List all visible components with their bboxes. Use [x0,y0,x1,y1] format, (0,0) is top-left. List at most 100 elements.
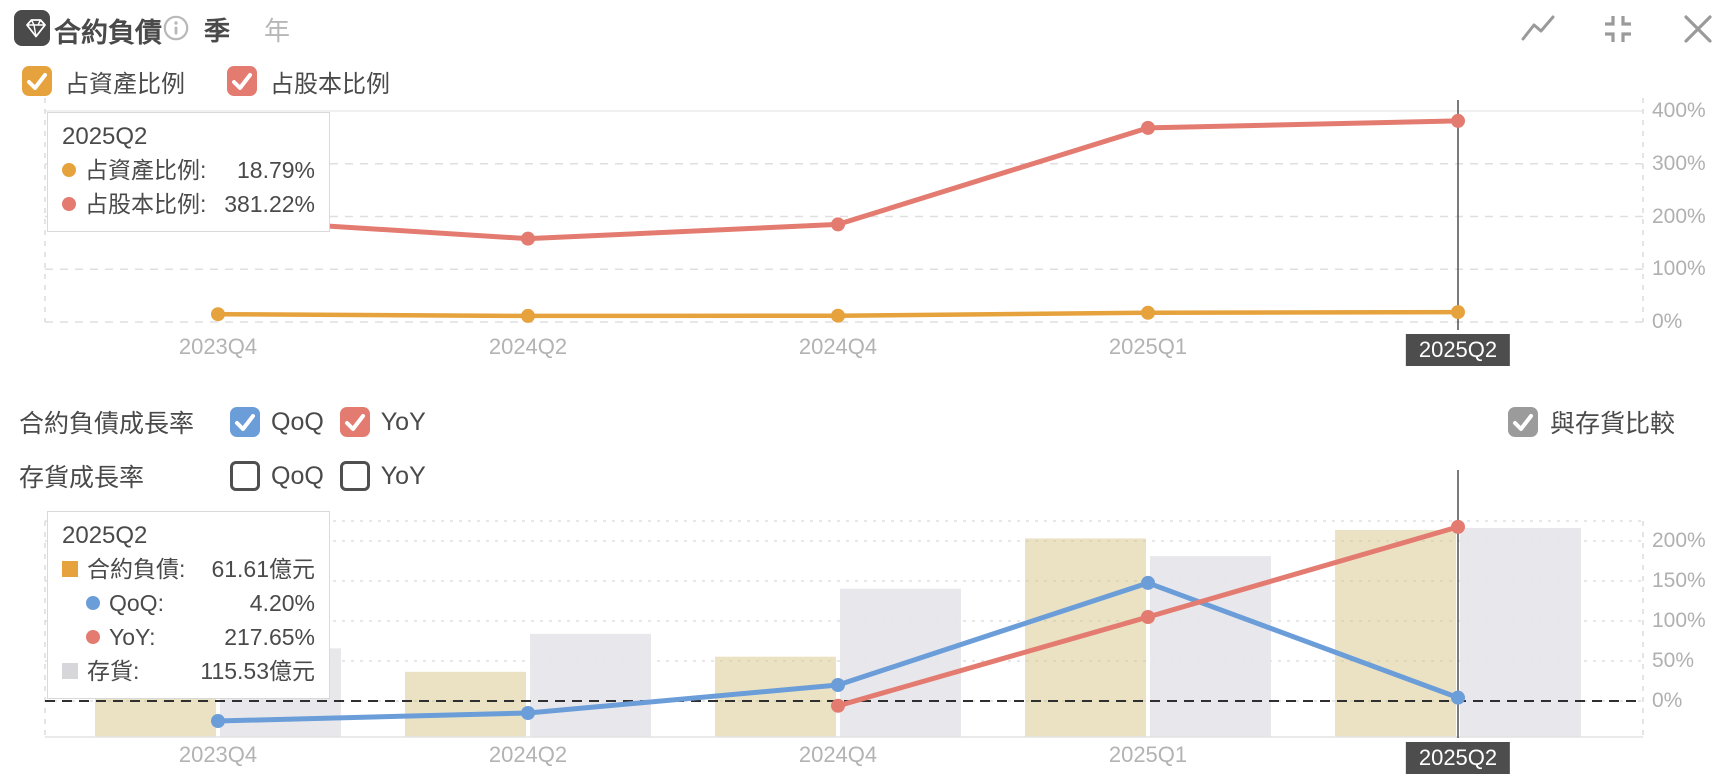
collapse-icon[interactable] [1600,12,1636,46]
data-point[interactable] [831,678,845,692]
series-marker-dot [62,163,76,177]
inventory-growth-yoy-checkbox[interactable] [339,461,370,491]
tooltip-row: 存貨: 115.53億元 [62,654,315,688]
contract-growth-yoy-label: YoY [380,407,426,436]
compare-inventory-row: 與存貨比較 [1508,405,1675,439]
y-axis-label: 400% [1652,99,1706,122]
bar-合約負債[interactable] [715,656,836,737]
period-tab-quarter[interactable]: 季 [204,16,231,46]
legend-label: 占資產比例 [65,70,185,98]
contract-growth-yoy-checkbox[interactable] [339,407,370,437]
bar-存貨[interactable] [1460,528,1581,737]
data-point[interactable] [521,231,535,246]
data-point[interactable] [831,308,845,323]
x-axis-label: 2025Q1 [1108,334,1188,359]
chart1-legend: 占資產比例 占股本比例 [22,64,432,98]
tooltip-row: 合約負債: 61.61億元 [62,552,315,586]
data-point[interactable] [1141,610,1155,624]
y-axis-label: 200% [1652,204,1706,228]
tooltip-row: YoY: 217.65% [62,620,315,654]
y-axis-label: 100% [1652,609,1706,632]
gem-icon [14,10,50,46]
data-point[interactable] [1141,120,1155,135]
y-axis-label: 100% [1652,257,1706,281]
close-icon[interactable] [1680,12,1716,46]
contract-growth-label: 合約負債成長率 [19,410,195,438]
y-axis-label: 50% [1652,649,1695,672]
compare-inventory-label: 與存貨比較 [1550,410,1676,438]
legend-checkbox-asset-ratio[interactable] [22,66,52,96]
inventory-growth-qoq-option: QoQ [230,461,324,491]
data-point[interactable] [831,698,845,713]
tooltip-row-label: YoY: [109,624,156,650]
contract-growth-row: 合約負債成長率 QoQ YoY [19,405,426,439]
tooltip-row-label: 占資產比例: [85,157,207,183]
inventory-growth-yoy-option: YoY [339,461,426,491]
tooltip-row-label: 占股本比例: [85,191,207,217]
bar-存貨[interactable] [530,633,651,737]
contract-growth-yoy-option: YoY [339,407,426,437]
chart1-tooltip: 2025Q2 占資產比例: 18.79% 占股本比例: 381.22% [47,112,330,232]
contract-growth-qoq-option: QoQ [230,407,324,437]
x-axis-label-selected: 2025Q2 [1405,742,1511,774]
period-tabs: 季年 [204,11,290,48]
chart1-x-axis: 2023Q4 2024Q2 2024Q4 2025Q1 2025Q2 [0,334,1734,366]
series-marker-dot [62,197,76,211]
tooltip-row-value: 381.22% [224,191,315,217]
data-point[interactable] [1141,305,1155,320]
data-point[interactable] [521,706,535,720]
tooltip-row-value: 18.79% [236,157,315,183]
compare-inventory-checkbox[interactable] [1508,407,1538,437]
inventory-growth-qoq-label: QoQ [271,461,324,490]
data-point[interactable] [1141,575,1155,590]
data-point[interactable] [1451,305,1465,320]
x-axis-label: 2023Q4 [178,334,258,359]
tooltip-row: 占資產比例: 18.79% [62,153,315,187]
bar-合約負債[interactable] [1025,538,1146,737]
legend-label: 占股本比例 [270,70,390,98]
tooltip-title: 2025Q2 [62,522,148,549]
contract-growth-qoq-checkbox[interactable] [230,407,260,437]
y-axis-label: 200% [1652,529,1706,552]
inventory-growth-row: 存貨成長率 QoQ YoY [19,459,426,493]
tooltip-row-value: 4.20% [249,590,315,616]
data-point[interactable] [831,217,845,232]
tooltip-title: 2025Q2 [62,123,148,150]
series-marker-square [62,663,78,679]
tooltip-row-label: QoQ: [109,590,164,616]
data-point[interactable] [521,308,535,323]
bar-存貨[interactable] [1150,556,1271,737]
chart2-tooltip: 2025Q2 合約負債: 61.61億元 QoQ: 4.20% YoY: 217.65% 存貨… [47,511,330,699]
tooltip-row-label: 存貨: [87,658,140,684]
tooltip-row-value: 115.53億元 [200,658,315,684]
y-axis-label: 0% [1652,310,1683,333]
window-actions [1520,12,1716,46]
x-axis-label-selected: 2025Q2 [1405,334,1511,366]
x-axis-label: 2024Q2 [488,334,568,359]
series-marker-dot [86,596,100,610]
chart2-x-axis: 2023Q4 2024Q2 2024Q4 2025Q1 2025Q2 [0,742,1734,774]
page-title: 合約負債 [54,18,162,48]
data-point[interactable] [1451,519,1465,534]
tooltip-row-value: 61.61億元 [211,556,315,582]
bar-合約負債[interactable] [1335,530,1456,737]
data-point[interactable] [211,714,225,728]
bar-合約負債[interactable] [405,671,526,737]
trend-line-icon[interactable] [1520,12,1556,46]
tooltip-row-value: 217.65% [224,624,315,650]
series-marker-dot [86,630,100,644]
x-axis-label: 2024Q4 [798,334,878,359]
period-tab-year[interactable]: 年 [264,16,291,46]
tooltip-row: 占股本比例: 381.22% [62,187,315,221]
legend-checkbox-equity-ratio[interactable] [227,66,257,96]
data-point[interactable] [1451,113,1465,128]
x-axis-label: 2023Q4 [178,742,258,767]
x-axis-label: 2024Q2 [488,742,568,767]
y-axis-label: 0% [1652,689,1683,712]
inventory-growth-qoq-checkbox[interactable] [230,461,260,491]
data-point[interactable] [1451,690,1465,705]
info-icon[interactable] [163,15,189,41]
data-point[interactable] [211,307,225,322]
contract-growth-qoq-label: QoQ [271,407,324,436]
inventory-growth-label: 存貨成長率 [19,464,145,492]
